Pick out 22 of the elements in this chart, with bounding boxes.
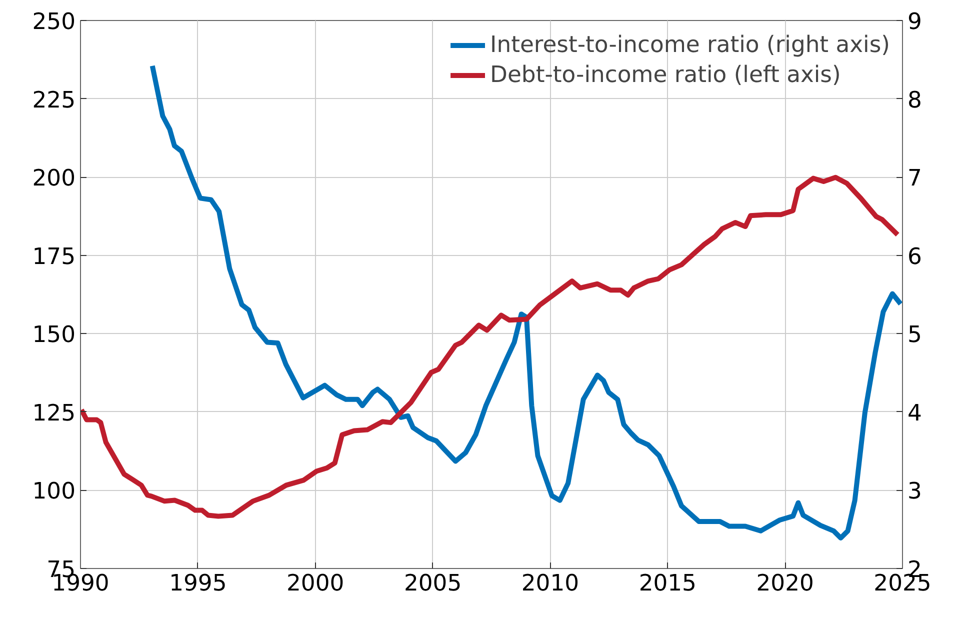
- x-tick-label: 1995: [169, 570, 227, 596]
- y2-tick-label: 9: [908, 9, 922, 35]
- y2-tick-label: 4: [908, 400, 922, 426]
- y2-tick-label: 3: [908, 478, 922, 505]
- y-tick-label: 200: [32, 166, 76, 192]
- y2-tick-label: 5: [908, 322, 922, 348]
- legend-label: Debt-to-income ratio (left axis): [490, 62, 841, 88]
- y-tick-label: 150: [32, 322, 76, 348]
- y-tick-label: 100: [32, 478, 76, 505]
- y-tick-label: 250: [32, 9, 76, 35]
- y2-tick-label: 7: [908, 166, 922, 192]
- x-tick-label: 2020: [756, 570, 814, 596]
- y2-tick-label: 8: [908, 87, 922, 114]
- y-tick-label: 175: [32, 244, 76, 270]
- y-tick-label: 125: [32, 400, 76, 426]
- x-tick-label: 2005: [404, 570, 462, 596]
- y-tick-label: 225: [32, 87, 76, 114]
- x-tick-label: 2000: [286, 570, 344, 596]
- x-tick-label: 2010: [521, 570, 580, 596]
- legend-label: Interest-to-income ratio (right axis): [490, 32, 890, 58]
- y2-tick-label: 6: [908, 244, 922, 270]
- x-tick-label: 2015: [638, 570, 696, 596]
